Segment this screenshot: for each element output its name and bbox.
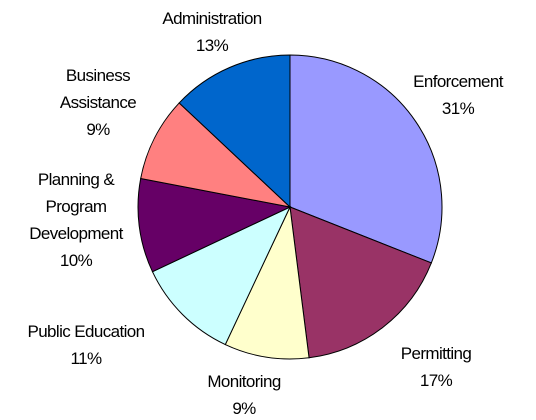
slice-label: Monitoring 9% [189,368,299,420]
value-label: 9% [232,399,256,418]
pie-slice [140,102,292,208]
value-label: 17% [419,371,453,390]
value-label: 10% [59,251,93,270]
category-label: Public Education [27,322,145,341]
value-label: 31% [441,99,475,118]
slice-label: Planning & Program Development 10% [11,166,141,274]
pie-slice [289,54,443,264]
category-label: Planning & Program Development [29,170,123,243]
slice-label: Administration 13% [137,5,287,59]
slice-label: Enforcement 31% [398,68,518,122]
pie-slice [137,177,292,273]
category-label: Business Assistance [59,66,137,112]
category-label: Enforcement [413,72,503,91]
slice-label: Public Education 11% [6,318,166,372]
pie-slice [151,205,292,346]
value-label: 11% [70,349,103,368]
category-label: Monitoring [207,372,281,391]
value-label: 13% [195,36,229,55]
slice-label: Business Assistance 9% [38,62,158,143]
category-label: Administration [162,9,262,28]
pie-slice [289,206,432,359]
pie-slice [224,205,310,360]
category-label: Permitting [400,344,472,363]
value-label: 9% [86,120,110,139]
slice-label: Permitting 17% [381,340,491,394]
pie-slice [178,54,291,209]
